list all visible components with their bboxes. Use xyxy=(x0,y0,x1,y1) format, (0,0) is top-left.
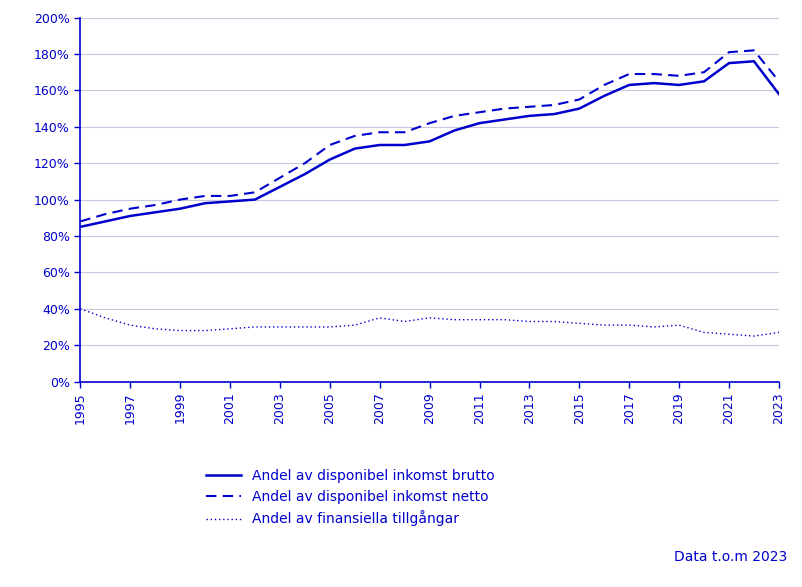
Andel av disponibel inkomst netto xyxy=(200,193,209,200)
Andel av disponibel inkomst netto xyxy=(375,129,384,136)
Text: Data t.o.m 2023: Data t.o.m 2023 xyxy=(673,549,786,564)
Andel av finansiella tillgångar xyxy=(75,305,85,312)
Andel av disponibel inkomst netto xyxy=(499,105,508,112)
Andel av finansiella tillgångar xyxy=(200,327,209,334)
Andel av disponibel inkomst brutto xyxy=(499,116,508,123)
Andel av disponibel inkomst brutto xyxy=(748,58,758,65)
Andel av disponibel inkomst brutto xyxy=(573,105,583,112)
Andel av disponibel inkomst brutto xyxy=(300,171,310,178)
Andel av disponibel inkomst brutto xyxy=(249,196,259,203)
Andel av disponibel inkomst netto xyxy=(424,120,434,127)
Andel av disponibel inkomst netto xyxy=(598,82,608,89)
Andel av disponibel inkomst brutto xyxy=(549,110,558,117)
Andel av finansiella tillgångar xyxy=(773,329,783,336)
Andel av finansiella tillgångar xyxy=(474,316,484,323)
Andel av disponibel inkomst netto xyxy=(125,205,135,212)
Andel av finansiella tillgångar xyxy=(249,323,259,330)
Andel av disponibel inkomst brutto xyxy=(723,59,733,66)
Andel av disponibel inkomst brutto xyxy=(399,141,409,149)
Andel av disponibel inkomst brutto xyxy=(175,205,184,212)
Andel av disponibel inkomst netto xyxy=(150,201,160,208)
Andel av disponibel inkomst brutto xyxy=(100,218,110,225)
Andel av disponibel inkomst netto xyxy=(350,132,359,139)
Andel av disponibel inkomst netto xyxy=(573,96,583,103)
Andel av disponibel inkomst netto xyxy=(674,72,683,79)
Andel av finansiella tillgångar xyxy=(375,315,384,322)
Andel av disponibel inkomst netto xyxy=(649,70,658,77)
Andel av finansiella tillgångar xyxy=(549,318,558,325)
Andel av disponibel inkomst netto xyxy=(748,47,758,54)
Andel av disponibel inkomst netto xyxy=(524,103,533,110)
Andel av disponibel inkomst netto xyxy=(723,49,733,56)
Line: Andel av disponibel inkomst netto: Andel av disponibel inkomst netto xyxy=(80,50,778,221)
Andel av finansiella tillgångar xyxy=(598,322,608,329)
Andel av disponibel inkomst brutto xyxy=(200,200,209,207)
Andel av finansiella tillgångar xyxy=(748,332,758,339)
Andel av disponibel inkomst netto xyxy=(249,189,259,196)
Andel av disponibel inkomst netto xyxy=(449,112,459,119)
Andel av finansiella tillgångar xyxy=(399,318,409,325)
Andel av finansiella tillgångar xyxy=(150,325,160,332)
Andel av disponibel inkomst brutto xyxy=(773,90,783,97)
Andel av disponibel inkomst netto xyxy=(175,196,184,203)
Andel av finansiella tillgångar xyxy=(524,318,533,325)
Line: Andel av finansiella tillgångar: Andel av finansiella tillgångar xyxy=(80,309,778,336)
Andel av disponibel inkomst brutto xyxy=(150,209,160,216)
Andel av disponibel inkomst brutto xyxy=(275,183,285,190)
Line: Andel av disponibel inkomst brutto: Andel av disponibel inkomst brutto xyxy=(80,61,778,227)
Andel av finansiella tillgångar xyxy=(449,316,459,323)
Andel av disponibel inkomst brutto xyxy=(649,80,658,87)
Andel av finansiella tillgångar xyxy=(723,330,733,338)
Andel av disponibel inkomst netto xyxy=(549,102,558,109)
Andel av finansiella tillgångar xyxy=(350,322,359,329)
Andel av disponibel inkomst brutto xyxy=(674,82,683,89)
Andel av finansiella tillgångar xyxy=(699,329,708,336)
Andel av finansiella tillgångar xyxy=(225,325,234,332)
Andel av disponibel inkomst netto xyxy=(399,129,409,136)
Andel av disponibel inkomst netto xyxy=(325,141,334,149)
Andel av finansiella tillgångar xyxy=(175,327,184,334)
Andel av disponibel inkomst netto xyxy=(624,70,634,77)
Andel av disponibel inkomst brutto xyxy=(350,145,359,152)
Andel av disponibel inkomst netto xyxy=(699,69,708,76)
Andel av disponibel inkomst brutto xyxy=(75,223,85,230)
Andel av disponibel inkomst netto xyxy=(300,160,310,167)
Andel av finansiella tillgångar xyxy=(424,315,434,322)
Andel av disponibel inkomst brutto xyxy=(225,198,234,205)
Andel av finansiella tillgångar xyxy=(499,316,508,323)
Andel av finansiella tillgångar xyxy=(573,320,583,327)
Andel av finansiella tillgångar xyxy=(649,323,658,330)
Andel av disponibel inkomst netto xyxy=(75,218,85,225)
Andel av disponibel inkomst netto xyxy=(100,211,110,218)
Andel av disponibel inkomst netto xyxy=(275,174,285,181)
Andel av finansiella tillgångar xyxy=(624,322,634,329)
Andel av disponibel inkomst brutto xyxy=(699,78,708,85)
Andel av disponibel inkomst brutto xyxy=(325,156,334,163)
Andel av disponibel inkomst netto xyxy=(474,109,484,116)
Andel av disponibel inkomst brutto xyxy=(449,127,459,134)
Andel av finansiella tillgångar xyxy=(275,323,285,330)
Andel av disponibel inkomst netto xyxy=(225,193,234,200)
Andel av finansiella tillgångar xyxy=(674,322,683,329)
Andel av finansiella tillgångar xyxy=(325,323,334,330)
Andel av finansiella tillgångar xyxy=(300,323,310,330)
Andel av disponibel inkomst brutto xyxy=(474,120,484,127)
Andel av disponibel inkomst brutto xyxy=(375,141,384,149)
Legend: Andel av disponibel inkomst brutto, Andel av disponibel inkomst netto, Andel av : Andel av disponibel inkomst brutto, Ande… xyxy=(206,468,494,527)
Andel av disponibel inkomst brutto xyxy=(524,112,533,119)
Andel av disponibel inkomst brutto xyxy=(424,138,434,145)
Andel av finansiella tillgångar xyxy=(100,315,110,322)
Andel av disponibel inkomst brutto xyxy=(624,82,634,89)
Andel av disponibel inkomst brutto xyxy=(598,92,608,99)
Andel av finansiella tillgångar xyxy=(125,322,135,329)
Andel av disponibel inkomst netto xyxy=(773,78,783,85)
Andel av disponibel inkomst brutto xyxy=(125,212,135,220)
